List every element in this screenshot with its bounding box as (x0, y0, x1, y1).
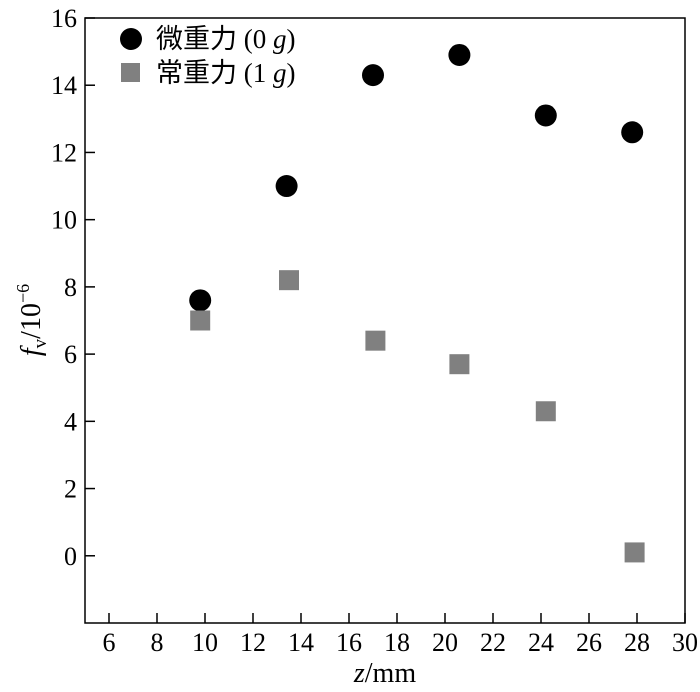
data-point-normal-gravity (190, 310, 211, 331)
x-axis-unit: /mm (365, 658, 417, 689)
y-tick-label: 10 (51, 206, 77, 235)
x-axis-label: z/mm (353, 658, 416, 689)
x-tick-label: 16 (336, 628, 362, 657)
data-point-normal-gravity (365, 330, 386, 351)
legend-marker-circle (120, 28, 142, 50)
x-tick-label: 18 (384, 628, 410, 657)
y-tick-label: 12 (51, 138, 77, 167)
x-tick-label: 14 (288, 628, 314, 657)
y-axis-exp: −6 (13, 284, 33, 303)
y-axis-ticks: 0 2 4 6 8 10 12 14 16 (51, 4, 95, 571)
x-axis-ticks: 6 8 10 12 14 16 18 20 22 24 26 28 30 (103, 613, 698, 657)
data-point-normal-gravity (279, 270, 299, 291)
y-tick-label: 0 (64, 542, 77, 571)
data-point-normal-gravity (535, 401, 556, 422)
y-axis-label: fv/10−6 (13, 284, 51, 356)
y-tick-label: 6 (64, 340, 77, 369)
legend-label-normal-gravity: 常重力 (1 g) (156, 58, 296, 88)
plot-frame (84, 17, 686, 624)
x-tick-label: 26 (576, 628, 602, 657)
y-tick-label: 8 (64, 273, 77, 302)
x-tick-label: 24 (528, 628, 554, 657)
x-axis-var: z (353, 658, 365, 689)
data-point-microgravity (189, 289, 212, 312)
x-tick-label: 28 (624, 628, 650, 657)
x-tick-label: 10 (192, 628, 218, 657)
y-tick-label: 14 (51, 71, 77, 100)
data-point-microgravity (362, 64, 384, 87)
data-point-microgravity (621, 121, 644, 144)
legend: 微重力 (0 g) 常重力 (1 g) (120, 24, 296, 88)
data-point-microgravity (448, 43, 471, 66)
y-axis-unit: /10 (16, 303, 47, 339)
data-point-microgravity (534, 104, 557, 127)
y-axis-var: f (16, 345, 47, 356)
data-point-normal-gravity (624, 542, 645, 563)
x-tick-label: 22 (480, 628, 506, 657)
x-tick-label: 8 (151, 628, 164, 657)
data-point-normal-gravity (449, 354, 470, 375)
x-tick-label: 30 (672, 628, 698, 657)
y-axis-sub: v (30, 338, 51, 348)
data-points (189, 43, 645, 563)
x-tick-label: 20 (432, 628, 458, 657)
data-point-microgravity (275, 175, 298, 198)
x-tick-label: 12 (240, 628, 266, 657)
x-tick-label: 6 (103, 628, 116, 657)
legend-marker-square (121, 63, 140, 82)
legend-label-microgravity: 微重力 (0 g) (156, 24, 296, 54)
y-tick-label: 16 (51, 4, 77, 33)
y-tick-label: 4 (64, 407, 77, 436)
y-tick-label: 2 (64, 475, 77, 504)
